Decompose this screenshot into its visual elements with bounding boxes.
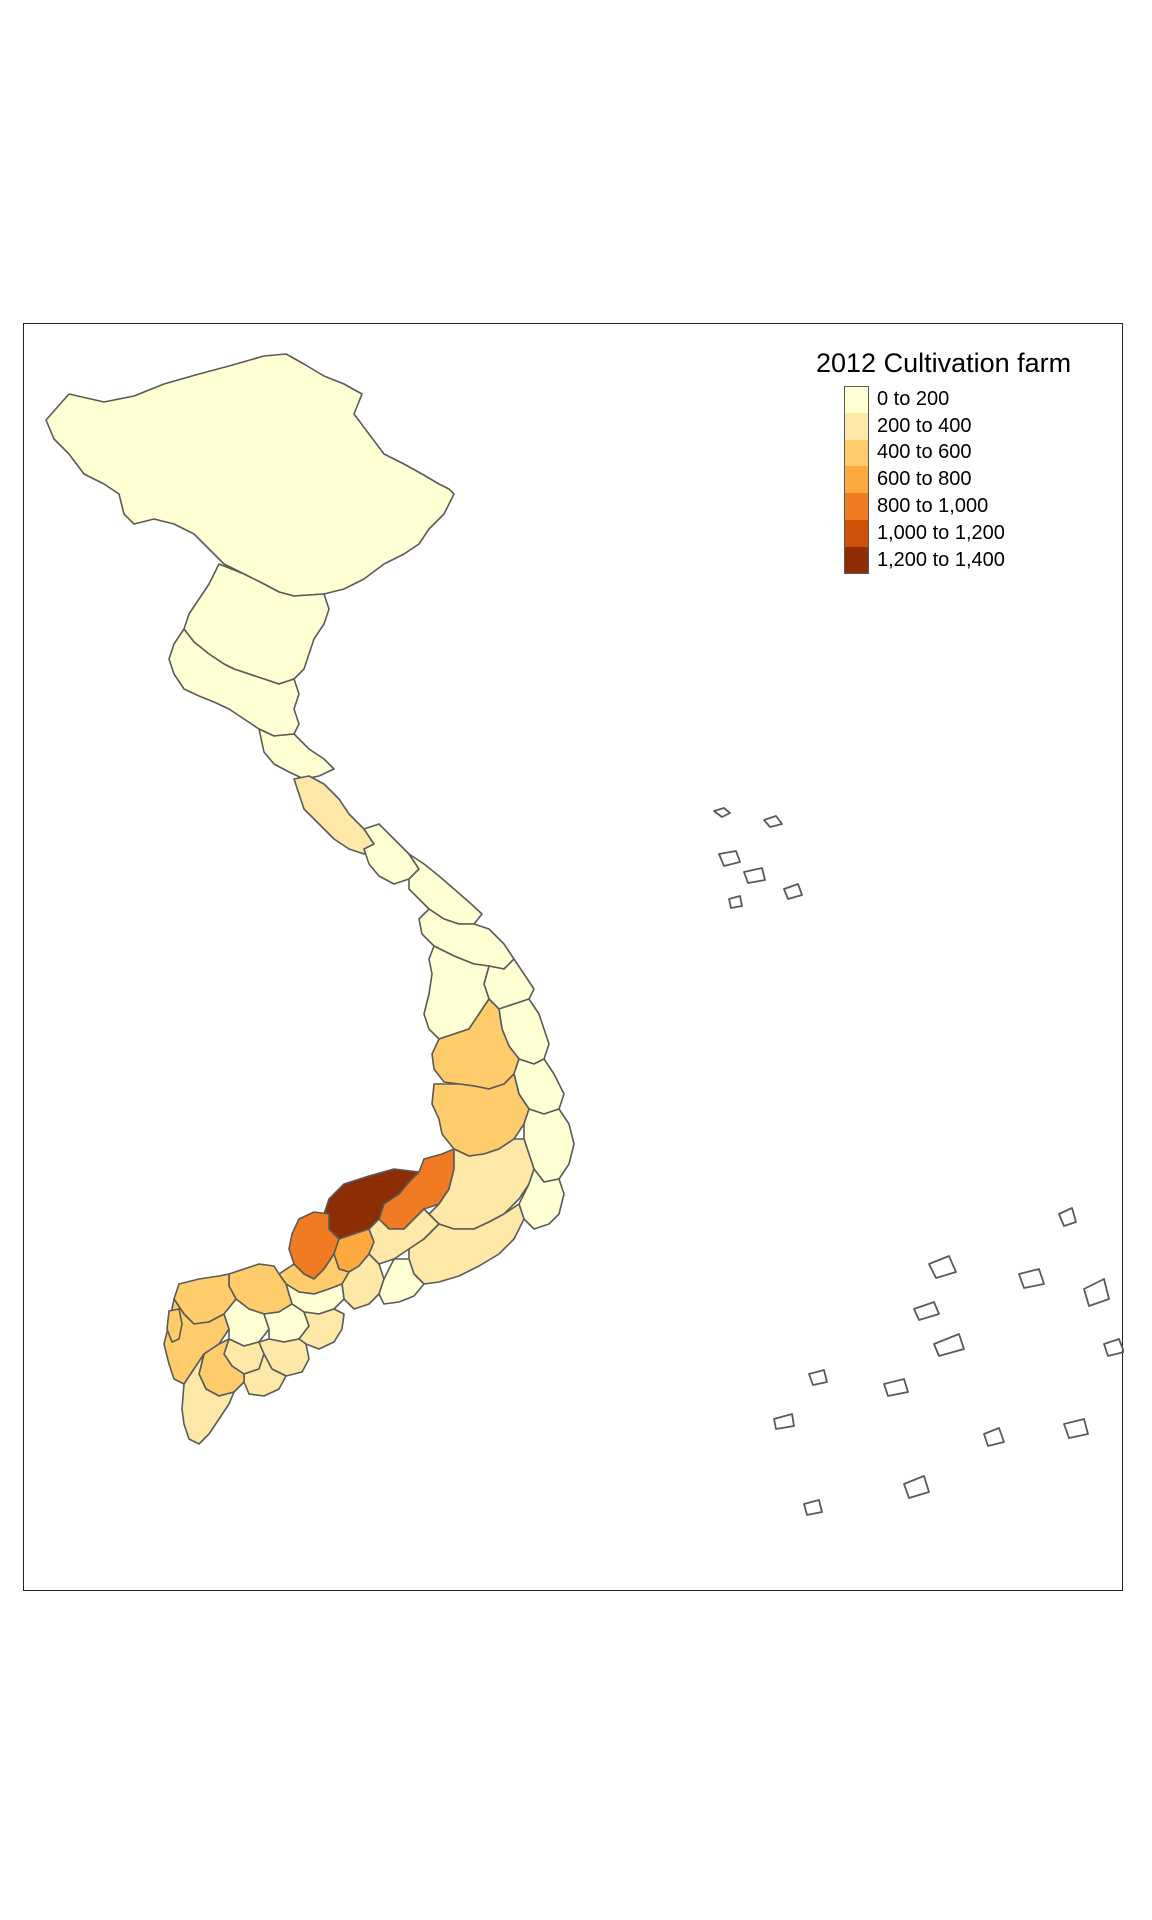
- province-hue: [408, 853, 483, 925]
- legend-label: 1,200 to 1,400: [877, 548, 1005, 571]
- legend-swatch: [844, 546, 869, 574]
- province-north-west: [45, 353, 455, 597]
- legend-label: 600 to 800: [877, 468, 972, 491]
- province-dak-lak: [431, 1073, 530, 1157]
- legend-row: 200 to 400: [816, 412, 1116, 440]
- legend-label: 800 to 1,000: [877, 495, 989, 518]
- legend-row: 0 to 200: [816, 386, 1116, 413]
- province-ninh-thuan: [518, 1168, 565, 1230]
- province-ca-mau: [181, 1353, 235, 1445]
- legend-row: 600 to 800: [816, 466, 1116, 494]
- legend-swatch: [844, 412, 869, 440]
- province-brvt: [378, 1258, 425, 1305]
- province-layer: [45, 353, 575, 1445]
- province-quang-tri: [363, 823, 420, 885]
- legend: 2012 Cultivation farm 0 to 200 200 to 40…: [816, 348, 1116, 574]
- province-phu-quoc: [166, 1308, 183, 1343]
- province-can-tho: [223, 1298, 270, 1347]
- legend-label: 0 to 200: [877, 387, 950, 410]
- legend-swatch: [844, 519, 869, 547]
- legend-row: 800 to 1,000: [816, 493, 1116, 520]
- legend-label: 1,000 to 1,200: [877, 521, 1005, 544]
- legend-swatch: [844, 493, 869, 520]
- province-binh-thuan: [408, 1203, 525, 1285]
- map-frame: 2012 Cultivation farm 0 to 200 200 to 40…: [23, 323, 1124, 1591]
- legend-row: 400 to 600: [816, 439, 1116, 467]
- province-quang-binh: [293, 775, 375, 855]
- legend-label: 400 to 600: [877, 441, 972, 464]
- island-outlines: [713, 807, 1124, 1516]
- legend-row: 1,000 to 1,200: [816, 519, 1116, 547]
- province-lam-dong: [428, 1138, 535, 1230]
- legend-rows: 0 to 200 200 to 400 400 to 600 600 to 80…: [816, 386, 1116, 574]
- legend-row: 1,200 to 1,400: [816, 546, 1116, 574]
- legend-swatch: [844, 466, 869, 494]
- legend-title: 2012 Cultivation farm: [816, 348, 1072, 378]
- province-ben-tre: [298, 1308, 345, 1350]
- legend-swatch: [844, 386, 869, 413]
- legend-swatch: [844, 439, 869, 467]
- province-north-central-3: [258, 728, 335, 780]
- choropleth-map: [45, 353, 1124, 1516]
- legend-label: 200 to 400: [877, 414, 972, 437]
- province-north-central-2: [168, 628, 300, 737]
